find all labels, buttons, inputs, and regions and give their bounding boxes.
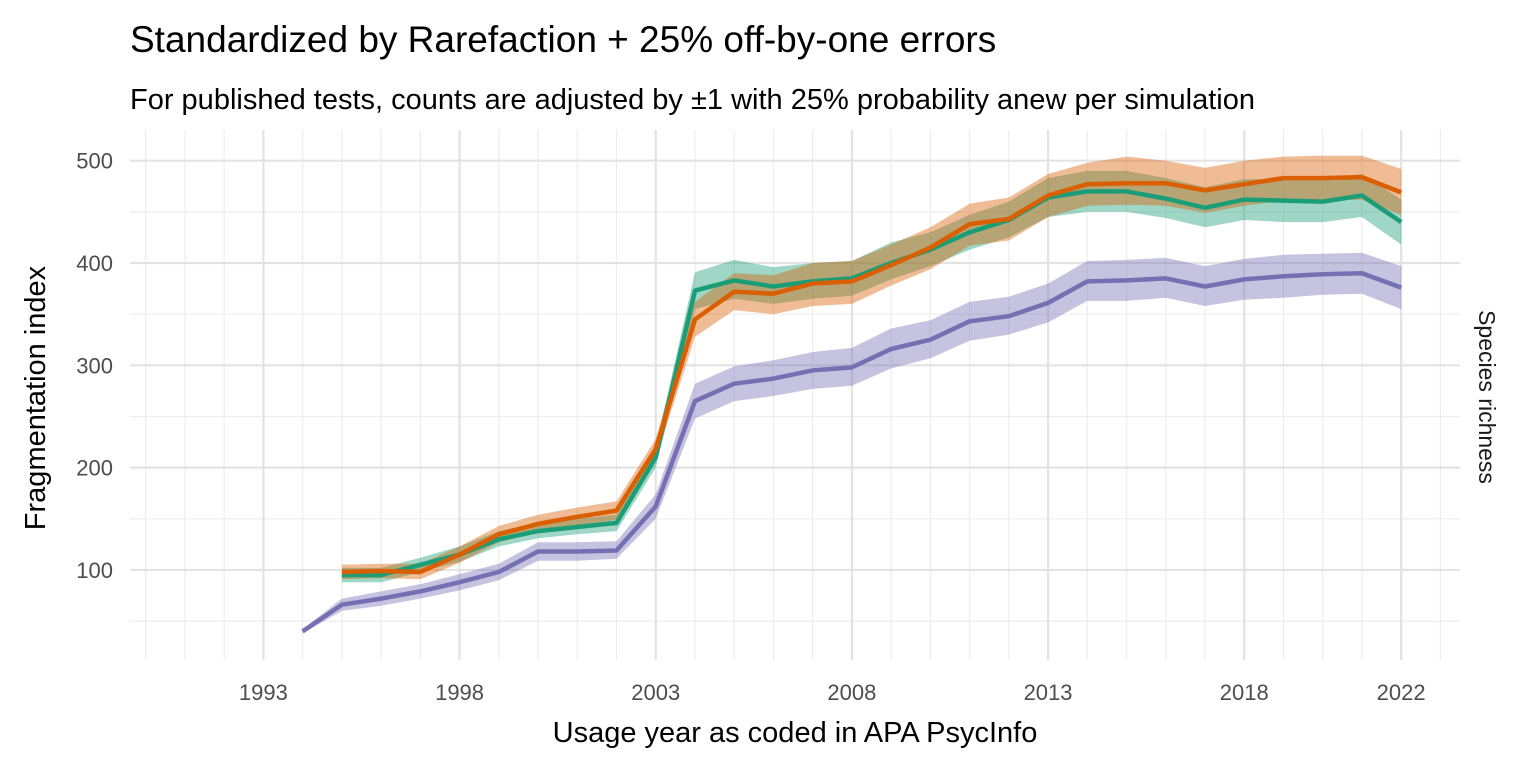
y-tick-label: 200	[76, 456, 113, 481]
y-axis-title: Fragmentation index	[20, 265, 52, 530]
y-tick-label: 300	[76, 353, 113, 378]
y-axis-ticks: 100 200 300 400 500	[76, 149, 113, 583]
series-line-3	[301, 270, 1402, 634]
y-tick-label: 400	[76, 251, 113, 276]
x-tick-label: 1993	[239, 680, 288, 705]
series-ribbon-1	[341, 170, 1402, 583]
x-tick-label: 2008	[827, 680, 876, 705]
x-axis-ticks: 1993 1998 2003 2008 2013 2018 2022	[239, 680, 1426, 705]
x-tick-label: 2013	[1024, 680, 1073, 705]
series-ribbon-3	[302, 252, 1402, 634]
confidence-ribbons	[302, 155, 1402, 634]
facet-strip-label: Species richness	[1474, 310, 1500, 484]
series-line-2	[341, 174, 1403, 575]
series-line-1	[341, 189, 1403, 578]
x-tick-label: 1998	[435, 680, 484, 705]
x-tick-label: 2018	[1220, 680, 1269, 705]
x-axis-title: Usage year as coded in APA PsycInfo	[553, 717, 1038, 749]
series-lines	[301, 174, 1403, 634]
minor-gridlines	[130, 130, 1460, 660]
x-tick-label: 2022	[1377, 680, 1426, 705]
chart-subtitle: For published tests, counts are adjusted…	[130, 84, 1255, 116]
y-tick-label: 100	[76, 558, 113, 583]
x-tick-label: 2003	[631, 680, 680, 705]
series-ribbon-2	[341, 155, 1402, 580]
y-tick-label: 500	[76, 149, 113, 174]
chart-title: Standardized by Rarefaction + 25% off-by…	[130, 19, 996, 60]
